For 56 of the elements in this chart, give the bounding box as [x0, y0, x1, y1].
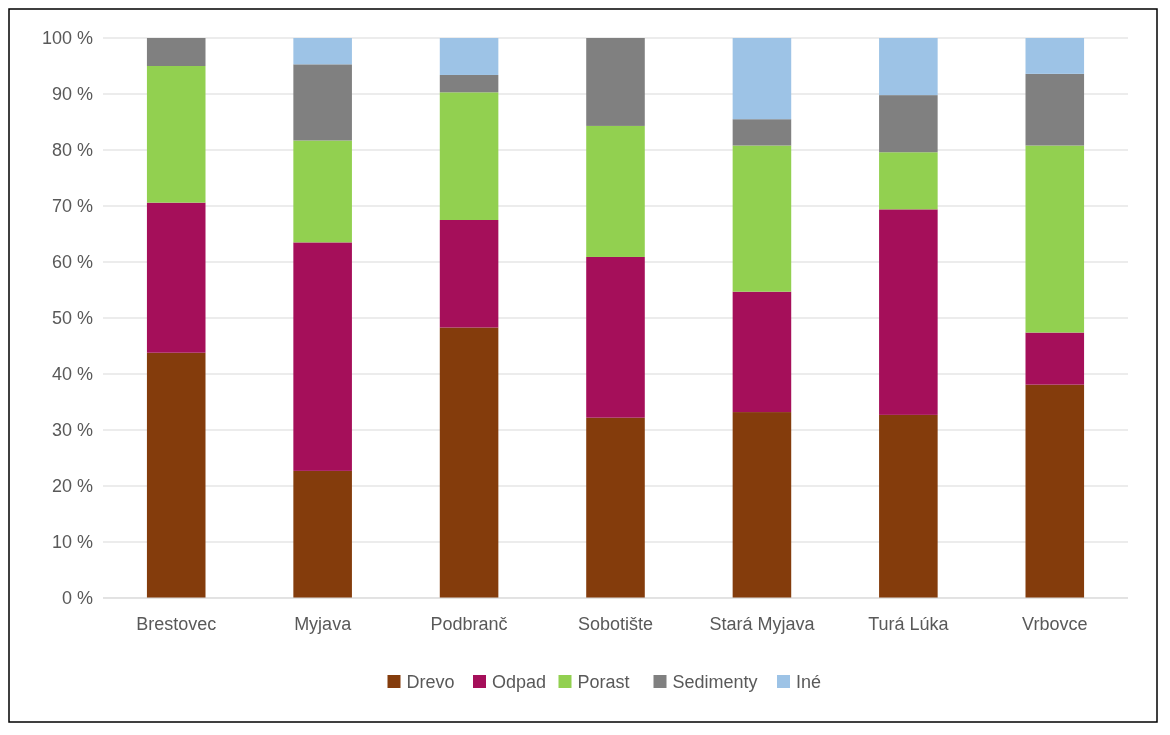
y-tick-label: 30 %: [51, 420, 93, 441]
bar: [879, 414, 938, 598]
y-tick-label: 90 %: [51, 84, 93, 105]
bar: [146, 38, 206, 66]
x-tick-label: Stará Myjava: [709, 614, 816, 634]
y-tick-label: 10 %: [51, 532, 93, 553]
legend-label: Porast: [577, 671, 630, 692]
bar: [293, 470, 352, 598]
bar: [1025, 332, 1085, 385]
bar: [439, 220, 499, 328]
legend-label: Odpad: [492, 671, 547, 692]
bar: [293, 140, 352, 243]
bar: [293, 242, 352, 471]
bar: [293, 38, 352, 65]
bar: [879, 95, 938, 153]
bar: [439, 74, 499, 93]
y-tick-label: 40 %: [51, 364, 93, 385]
x-tick-label: Sobotište: [577, 614, 654, 634]
bar: [879, 38, 938, 96]
bar: [732, 412, 792, 598]
legend-label: Sedimenty: [672, 671, 758, 692]
legend-label: Iné: [796, 671, 822, 692]
bar: [146, 352, 206, 598]
bar: [586, 125, 645, 257]
y-tick-label: 70 %: [51, 196, 93, 217]
x-tick-label: Brestovec: [136, 614, 217, 634]
x-tick-label: Vrbovce: [1022, 614, 1088, 634]
x-tick-label: Myjava: [294, 614, 353, 634]
bar: [586, 417, 645, 598]
bar: [586, 38, 645, 126]
y-tick-label: 50 %: [51, 308, 93, 329]
bar: [586, 256, 645, 418]
bar: [1025, 38, 1085, 74]
bar: [439, 92, 499, 220]
y-tick-label: 60 %: [51, 252, 93, 273]
x-tick-label: Turá Lúka: [868, 614, 950, 634]
bar: [146, 202, 206, 353]
bar: [879, 209, 938, 415]
y-tick-label: 0 %: [61, 588, 93, 609]
bar: [439, 38, 499, 75]
y-tick-label: 20 %: [51, 476, 93, 497]
bar: [732, 145, 792, 292]
y-tick-label: 80 %: [51, 140, 93, 161]
bar: [293, 64, 352, 141]
legend-label: Drevo: [406, 671, 455, 692]
bar: [732, 119, 792, 146]
bar: [879, 152, 938, 210]
bar: [1025, 73, 1085, 146]
bar: [732, 38, 792, 120]
bar: [732, 291, 792, 413]
x-tick-label: Podbranč: [430, 614, 508, 634]
bar: [1025, 145, 1085, 333]
bar: [1025, 384, 1085, 598]
y-tick-label: 100 %: [41, 28, 93, 49]
bar: [146, 66, 206, 203]
bar: [439, 327, 499, 598]
